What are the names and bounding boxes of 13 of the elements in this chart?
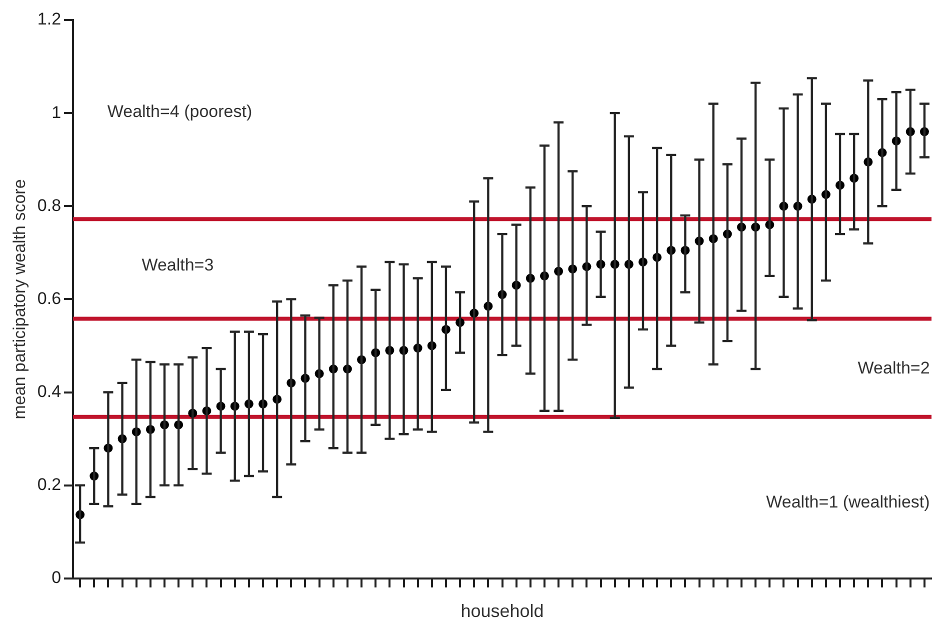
- y-tick-label: 1: [52, 102, 62, 122]
- annotation: Wealth=3: [142, 255, 214, 274]
- y-axis-title: mean participatory wealth score: [10, 179, 29, 420]
- y-tick-label: 0.8: [37, 196, 62, 215]
- annotation: Wealth=4 (poorest): [107, 102, 252, 121]
- annotation: Wealth=1 (wealthiest): [766, 492, 930, 512]
- y-tick-label: 0.2: [37, 475, 62, 494]
- y-tick-label: 0.6: [37, 288, 62, 308]
- y-tick-label: 0.4: [37, 382, 62, 401]
- annotation: Wealth=2: [858, 358, 930, 378]
- y-tick-label: 0: [52, 568, 62, 588]
- x-axis-title: household: [460, 601, 544, 622]
- y-tick-label: 1.2: [37, 10, 62, 29]
